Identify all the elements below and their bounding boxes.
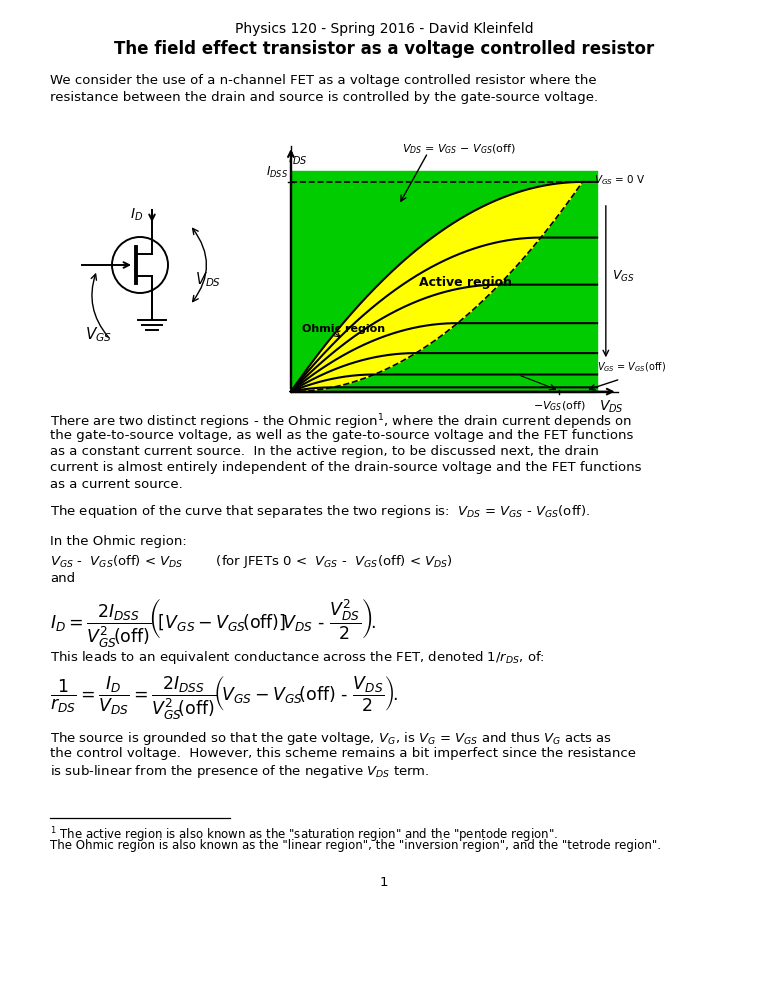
Text: is sub-linear from the presence of the negative $V_{DS}$ term.: is sub-linear from the presence of the n… [50, 763, 429, 780]
Text: the gate-to-source voltage, as well as the gate-to-source voltage and the FET fu: the gate-to-source voltage, as well as t… [50, 428, 634, 441]
Text: $-V_{GS}$(off): $-V_{GS}$(off) [533, 399, 585, 413]
Text: $V_{GS}$: $V_{GS}$ [85, 325, 112, 344]
Text: and: and [50, 572, 75, 585]
Text: $V_{GS}$ = 0 V: $V_{GS}$ = 0 V [594, 173, 646, 187]
Text: $^1$ The active region is also known as the "saturation region" and the "pentode: $^1$ The active region is also known as … [50, 825, 558, 845]
Text: The source is grounded so that the gate voltage, $V_G$, is $V_G$ = $V_{GS}$ and : The source is grounded so that the gate … [50, 730, 612, 747]
Text: current is almost entirely independent of the drain-source voltage and the FET f: current is almost entirely independent o… [50, 461, 641, 474]
Text: Ohmic region: Ohmic region [303, 324, 386, 334]
Text: In the Ohmic region:: In the Ohmic region: [50, 535, 187, 548]
Text: $V_{DS}$: $V_{DS}$ [195, 270, 221, 288]
Text: $I_D$: $I_D$ [130, 207, 143, 224]
Text: The field effect transistor as a voltage controlled resistor: The field effect transistor as a voltage… [114, 40, 654, 58]
Text: $I_D = \dfrac{2I_{DSS}}{V_{GS}^2\!\left(\mathrm{off}\right)}\!\left(\!\left[V_{G: $I_D = \dfrac{2I_{DSS}}{V_{GS}^2\!\left(… [50, 596, 376, 650]
Text: The Ohmic region is also known as the "linear region", the "inversion region", a: The Ohmic region is also known as the "l… [50, 840, 661, 853]
Text: Physics 120 - Spring 2016 - David Kleinfeld: Physics 120 - Spring 2016 - David Kleinf… [235, 22, 533, 36]
Text: $I_{DSS}$: $I_{DSS}$ [266, 165, 288, 180]
Text: This leads to an equivalent conductance across the FET, denoted 1/$r_{DS}$, of:: This leads to an equivalent conductance … [50, 648, 545, 666]
Text: resistance between the drain and source is controlled by the gate-source voltage: resistance between the drain and source … [50, 91, 598, 104]
Text: The equation of the curve that separates the two regions is:  $V_{DS}$ = $V_{GS}: The equation of the curve that separates… [50, 503, 591, 520]
Text: $V_{DS}$ = $V_{GS}$ $-$ $V_{GS}$(off): $V_{DS}$ = $V_{GS}$ $-$ $V_{GS}$(off) [402, 142, 515, 156]
Text: 1: 1 [379, 876, 389, 889]
Text: $V_{GS}$: $V_{GS}$ [611, 268, 634, 284]
Polygon shape [291, 182, 582, 392]
Text: the control voltage.  However, this scheme remains a bit imperfect since the res: the control voltage. However, this schem… [50, 746, 636, 759]
Text: $V_{GS}$ = $V_{GS}$(off): $V_{GS}$ = $V_{GS}$(off) [597, 360, 666, 374]
Text: as a constant current source.  In the active region, to be discussed next, the d: as a constant current source. In the act… [50, 445, 599, 458]
Text: $I_{DS}$: $I_{DS}$ [288, 150, 307, 167]
Text: as a current source.: as a current source. [50, 478, 183, 491]
Text: We consider the use of a n-channel FET as a voltage controlled resistor where th: We consider the use of a n-channel FET a… [50, 74, 597, 87]
Text: There are two distinct regions - the Ohmic region$^1$, where the drain current d: There are two distinct regions - the Ohm… [50, 412, 632, 431]
Text: $\dfrac{1}{r_{DS}} = \dfrac{I_D}{V_{DS}} = \dfrac{2I_{DSS}}{V_{GS}^2\!\left(\mat: $\dfrac{1}{r_{DS}} = \dfrac{I_D}{V_{DS}}… [50, 675, 398, 722]
Text: Active region: Active region [419, 276, 512, 289]
Text: $V_{GS}$ -  $V_{GS}$(off) < $V_{DS}$        (for JFETs 0 <  $V_{GS}$ -  $V_{GS}$: $V_{GS}$ - $V_{GS}$(off) < $V_{DS}$ (for… [50, 554, 453, 571]
Text: $V_{DS}$: $V_{DS}$ [599, 399, 624, 415]
